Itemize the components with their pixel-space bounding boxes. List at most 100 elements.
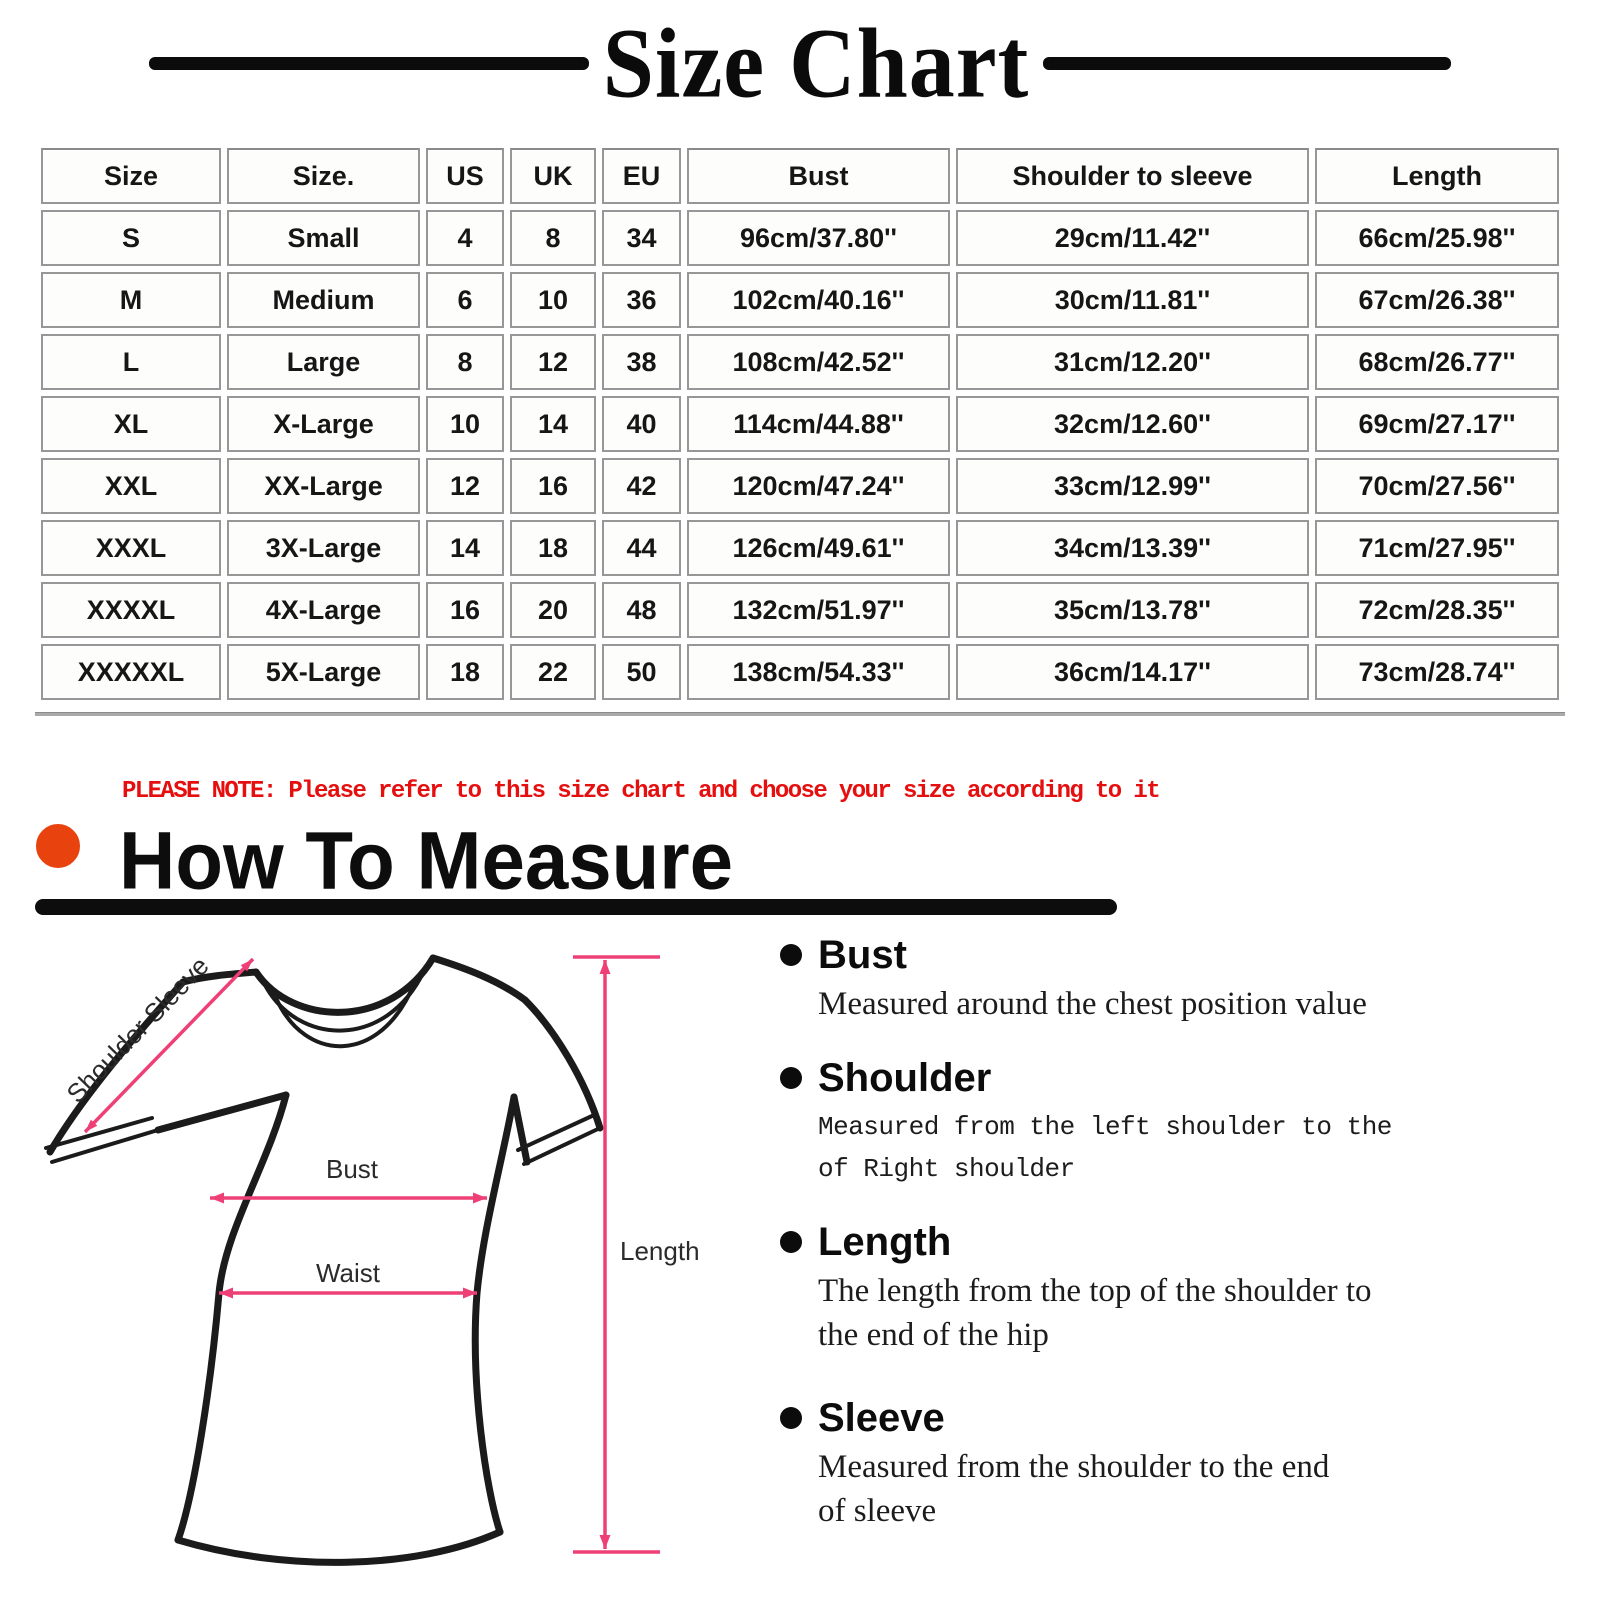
table-cell: XX-Large <box>227 458 420 514</box>
table-row: XXL XX-Large 12 16 42 120cm/47.24'' 33cm/12.99… <box>41 458 1559 514</box>
table-cell: 132cm/51.97'' <box>687 582 950 638</box>
length-label: Length <box>620 1236 700 1266</box>
table-cell: 8 <box>426 334 504 390</box>
column-header: Bust <box>687 148 950 204</box>
measure-item-title: Sleeve <box>818 1396 945 1440</box>
table-cell: XXXXL <box>41 582 221 638</box>
table-cell: 96cm/37.80'' <box>687 210 950 266</box>
table-cell: 69cm/27.17'' <box>1315 396 1559 452</box>
bust-label: Bust <box>326 1154 379 1184</box>
measure-item-title: Shoulder <box>818 1056 992 1100</box>
waist-arrow <box>219 1287 477 1299</box>
measure-item-desc: Measured from the shoulder to the end of… <box>818 1449 1330 1529</box>
column-header: Size. <box>227 148 420 204</box>
table-cell: 16 <box>426 582 504 638</box>
waist-label: Waist <box>316 1258 381 1288</box>
table-cell: 50 <box>602 644 681 700</box>
column-header: UK <box>510 148 596 204</box>
table-bottom-rule <box>35 712 1565 716</box>
heading-underline <box>35 899 1117 915</box>
table-cell: 36 <box>602 272 681 328</box>
size-table: Size Size. US UK EU Bust Shoulder to sleeve Len… <box>35 142 1565 706</box>
table-cell: 32cm/12.60'' <box>956 396 1309 452</box>
table-cell: 29cm/11.42'' <box>956 210 1309 266</box>
table-cell: 67cm/26.38'' <box>1315 272 1559 328</box>
table-cell: 70cm/27.56'' <box>1315 458 1559 514</box>
table-cell: XXXXXL <box>41 644 221 700</box>
table-cell: XXL <box>41 458 221 514</box>
table-cell: 120cm/47.24'' <box>687 458 950 514</box>
table-cell: M <box>41 272 221 328</box>
table-cell: 34cm/13.39'' <box>956 520 1309 576</box>
measure-item-shoulder: Shoulder Measured from the left shoulder… <box>780 1056 1500 1190</box>
table-cell: 68cm/26.77'' <box>1315 334 1559 390</box>
measure-item-title: Bust <box>818 933 907 977</box>
table-row: XL X-Large 10 14 40 114cm/44.88'' 32cm/12.60''… <box>41 396 1559 452</box>
page-title: Size Chart <box>602 7 1030 119</box>
table-row: XXXL 3X-Large 14 18 44 126cm/49.61'' 34cm/13.3… <box>41 520 1559 576</box>
tshirt-outline-icon <box>44 954 604 1566</box>
size-note: PLEASE NOTE: Please refer to this size c… <box>122 778 1161 805</box>
shoulder-sleeve-arrow <box>83 957 255 1134</box>
tshirt-measure-diagram: Shoulder Sleeve Bust Waist Length <box>44 951 700 1566</box>
table-cell: 4 <box>426 210 504 266</box>
measure-item-sleeve: Sleeve Measured from the shoulder to the… <box>780 1396 1500 1533</box>
table-cell: 35cm/13.78'' <box>956 582 1309 638</box>
table-cell: 8 <box>510 210 596 266</box>
shoulder-sleeve-label: Shoulder Sleeve <box>60 951 214 1109</box>
bust-arrow <box>210 1192 487 1204</box>
title-rule-left-icon <box>148 56 589 70</box>
table-header-row: Size Size. US UK EU Bust Shoulder to sleeve Len… <box>41 148 1559 204</box>
length-arrow <box>573 955 660 1554</box>
table-cell: 48 <box>602 582 681 638</box>
table-cell: 12 <box>510 334 596 390</box>
table-cell: 30cm/11.81'' <box>956 272 1309 328</box>
table-cell: 3X-Large <box>227 520 420 576</box>
measure-item-length: Length The length from the top of the sh… <box>780 1220 1500 1357</box>
table-cell: 34 <box>602 210 681 266</box>
table-cell: XL <box>41 396 221 452</box>
table-cell: 114cm/44.88'' <box>687 396 950 452</box>
table-cell: 10 <box>510 272 596 328</box>
table-cell: 71cm/27.95'' <box>1315 520 1559 576</box>
column-header: Size <box>41 148 221 204</box>
table-cell: 18 <box>510 520 596 576</box>
table-cell: 20 <box>510 582 596 638</box>
bullet-dot-icon <box>780 944 802 966</box>
table-cell: L <box>41 334 221 390</box>
table-cell: 73cm/28.74'' <box>1315 644 1559 700</box>
table-cell: 108cm/42.52'' <box>687 334 950 390</box>
column-header: US <box>426 148 504 204</box>
column-header: Shoulder to sleeve <box>956 148 1309 204</box>
table-row: XXXXXL 5X-Large 18 22 50 138cm/54.33'' 36cm/14… <box>41 644 1559 700</box>
table-row: M Medium 6 10 36 102cm/40.16'' 30cm/11.81'' 67c… <box>41 272 1559 328</box>
table-cell: 44 <box>602 520 681 576</box>
ring-bullet-icon <box>36 824 80 868</box>
table-cell: 14 <box>510 396 596 452</box>
table-cell: 31cm/12.20'' <box>956 334 1309 390</box>
table-cell: 16 <box>510 458 596 514</box>
bullet-dot-icon <box>780 1407 802 1429</box>
table-cell: 6 <box>426 272 504 328</box>
table-cell: 36cm/14.17'' <box>956 644 1309 700</box>
table-cell: 14 <box>426 520 504 576</box>
bullet-dot-icon <box>780 1067 802 1089</box>
how-to-measure-heading: How To Measure <box>119 813 733 907</box>
table-row: XXXXL 4X-Large 16 20 48 132cm/51.97'' 35cm/13.… <box>41 582 1559 638</box>
table-cell: 102cm/40.16'' <box>687 272 950 328</box>
table-cell: 138cm/54.33'' <box>687 644 950 700</box>
title-row: Size Chart <box>0 8 1600 118</box>
table-row: L Large 8 12 38 108cm/42.52'' 31cm/12.20'' 68cm… <box>41 334 1559 390</box>
table-cell: 12 <box>426 458 504 514</box>
bullet-dot-icon <box>780 1231 802 1253</box>
title-rule-right-icon <box>1043 56 1452 70</box>
table-cell: XXXL <box>41 520 221 576</box>
table-cell: Medium <box>227 272 420 328</box>
table-cell: 126cm/49.61'' <box>687 520 950 576</box>
measure-item-bust: Bust Measured around the chest position … <box>780 933 1500 1027</box>
table-cell: 66cm/25.98'' <box>1315 210 1559 266</box>
table-cell: 10 <box>426 396 504 452</box>
table-row: S Small 4 8 34 96cm/37.80'' 29cm/11.42'' 66cm/2… <box>41 210 1559 266</box>
column-header: EU <box>602 148 681 204</box>
